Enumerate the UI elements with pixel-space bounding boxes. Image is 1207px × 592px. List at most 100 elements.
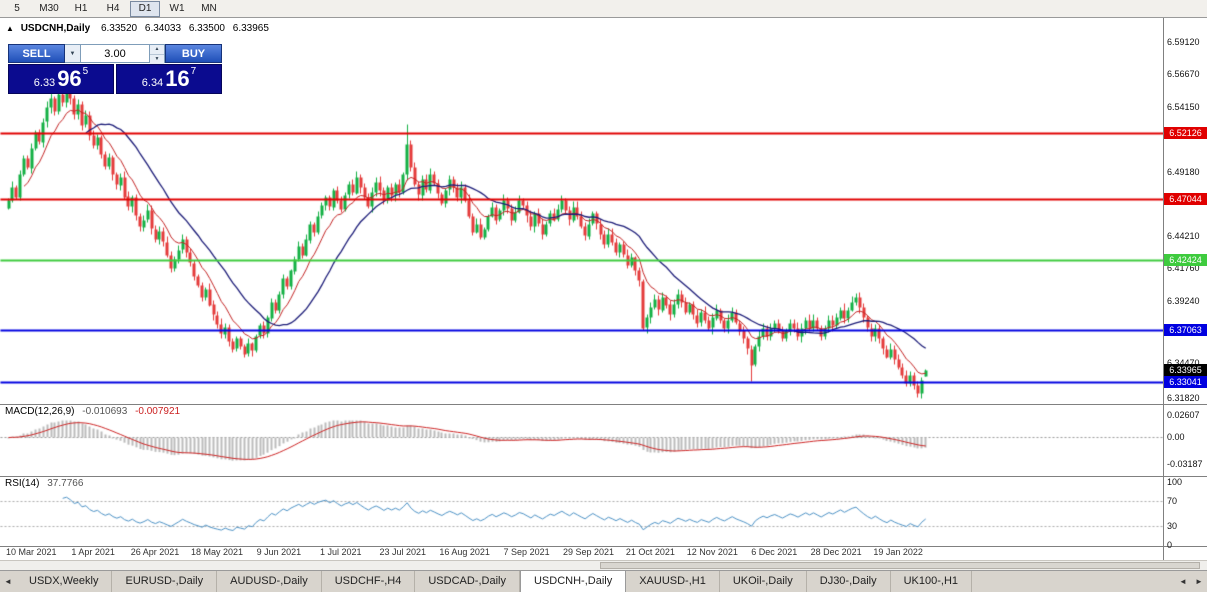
- chart-tab-xauusd-h1[interactable]: XAUUSD-,H1: [626, 571, 720, 592]
- price-level-badge: 6.52126: [1164, 127, 1207, 140]
- chart-tab-usdcnh-daily[interactable]: USDCNH-,Daily: [519, 571, 627, 592]
- volume-down-icon[interactable]: ▼: [150, 55, 164, 64]
- date-tick-label: 7 Sep 2021: [503, 547, 550, 557]
- tabs-scroll-prev-icon[interactable]: ◄: [1179, 577, 1187, 586]
- macd-axis-label: -0.03187: [1167, 458, 1203, 469]
- ohlc-high: 6.34033: [144, 23, 182, 34]
- chart-window: ▲ USDCNH,Daily 6.33520 6.34033 6.33500 6…: [0, 18, 1207, 560]
- chart-title: ▲ USDCNH,Daily 6.33520 6.34033 6.33500 6…: [6, 23, 274, 34]
- rsi-axis-label: 0: [1167, 540, 1173, 550]
- rsi-indicator-label: RSI(14) 37.7766: [5, 478, 83, 489]
- volume-dropdown-icon[interactable]: ▼: [65, 44, 81, 63]
- timeframe-button-h4[interactable]: H4: [106, 2, 120, 14]
- sell-price-sup: 5: [82, 66, 89, 77]
- chart-tab-audusd-daily[interactable]: AUDUSD-,Daily: [217, 571, 322, 592]
- tabs-scroll-left-icon[interactable]: ◄: [4, 577, 12, 586]
- timeframe-toolbar: 5 M30 H1 H4 D1 W1 MN: [0, 0, 1207, 18]
- tabs-spacer: [972, 571, 1175, 592]
- date-tick-label: 19 Jan 2022: [873, 547, 923, 557]
- date-tick-label: 23 Jul 2021: [379, 547, 426, 557]
- price-tick-label: 6.56670: [1167, 68, 1200, 79]
- timeframe-button-h1[interactable]: H1: [74, 2, 88, 14]
- price-tick-label: 6.34470: [1167, 358, 1200, 368]
- chart-horizontal-scrollbar[interactable]: [0, 560, 1207, 570]
- sell-price-small: 6.33: [33, 77, 56, 89]
- macd-axis-label: 0.02607: [1167, 409, 1200, 420]
- macd-indicator-label: MACD(12,26,9) -0.010693 -0.007921: [5, 406, 180, 417]
- price-tick-label: 6.49180: [1167, 166, 1200, 177]
- price-level-badge: 6.33041: [1164, 376, 1207, 389]
- price-tick-label: 6.31820: [1167, 392, 1200, 403]
- tabs-scroll-next-icon[interactable]: ►: [1195, 577, 1203, 586]
- sell-price-display[interactable]: 6.33 96 5: [8, 64, 114, 94]
- ohlc-low: 6.33500: [188, 23, 225, 34]
- rsi-name: RSI(14): [5, 478, 40, 489]
- timeframe-button-d1[interactable]: D1: [130, 0, 160, 17]
- chart-tab-usdchf-h4[interactable]: USDCHF-,H4: [321, 571, 416, 592]
- macd-name: MACD(12,26,9): [5, 406, 75, 417]
- chart-tab-dj30-daily[interactable]: DJ30-,Daily: [806, 571, 891, 592]
- ohlc-open: 6.33520: [100, 23, 138, 34]
- price-tick-label: 6.39240: [1167, 296, 1200, 307]
- macd-axis-label: 0.00: [1167, 432, 1185, 442]
- timeframe-button-5[interactable]: 5: [14, 2, 20, 14]
- date-tick-label: 18 May 2021: [190, 547, 243, 557]
- date-tick-label: 1 Apr 2021: [71, 547, 115, 557]
- chart-tab-usdcad-daily[interactable]: USDCAD-,Daily: [415, 571, 520, 592]
- chart-tabs-bar: ◄ USDX,Weekly EURUSD-,Daily AUDUSD-,Daily U…: [0, 570, 1207, 592]
- date-tick-label: 12 Nov 2021: [686, 547, 738, 557]
- chart-tab-ukoil-daily[interactable]: UKOil-,Daily: [719, 571, 807, 592]
- date-tick-label: 29 Sep 2021: [562, 547, 615, 557]
- chart-ohlc-values: 6.33520 6.34033 6.33500 6.33965: [101, 23, 274, 34]
- timeframe-button-mn[interactable]: MN: [201, 2, 217, 14]
- volume-input[interactable]: [81, 44, 150, 63]
- rsi-axis-label: 100: [1167, 477, 1183, 487]
- sell-price-big: 96: [57, 66, 82, 91]
- volume-stepper: ▲ ▼: [150, 44, 165, 64]
- tabs-container: USDX,Weekly EURUSD-,Daily AUDUSD-,Daily USD…: [16, 571, 973, 592]
- buy-button[interactable]: BUY: [165, 44, 222, 63]
- macd-value-signal: -0.007921: [135, 406, 181, 417]
- date-tick-label: 21 Oct 2021: [625, 547, 675, 557]
- price-chart-canvas[interactable]: [0, 18, 1163, 560]
- date-axis-divider: [0, 546, 1207, 547]
- date-tick-label: 16 Aug 2021: [439, 547, 490, 557]
- date-tick-label: 9 Jun 2021: [256, 547, 302, 557]
- timeframe-button-m30[interactable]: M30: [39, 2, 59, 14]
- chart-tab-eurusd-daily[interactable]: EURUSD-,Daily: [112, 571, 218, 592]
- rsi-axis-label: 30: [1167, 521, 1178, 532]
- rsi-pane-divider[interactable]: [0, 476, 1207, 477]
- buy-price-display[interactable]: 6.34 16 7: [116, 64, 222, 94]
- buy-price-big: 16: [165, 66, 190, 91]
- chart-symbol-label: USDCNH,Daily: [20, 23, 91, 34]
- price-tick-label: 6.41760: [1167, 263, 1200, 274]
- price-level-badge: 6.47044: [1164, 193, 1207, 206]
- one-click-trading-panel: SELL ▼ ▲ ▼ BUY 6.33 96 5 6.34 16 7: [8, 44, 222, 94]
- date-tick-label: 6 Dec 2021: [751, 547, 798, 557]
- buy-price-sup: 7: [190, 66, 197, 77]
- macd-value-main: -0.010693: [82, 406, 128, 417]
- scrollbar-thumb[interactable]: [600, 562, 1200, 569]
- date-tick-label: 28 Dec 2021: [810, 547, 862, 557]
- price-level-badge: 6.42424: [1164, 253, 1207, 266]
- timeframe-button-w1[interactable]: W1: [169, 2, 185, 14]
- collapse-one-click-icon[interactable]: ▲: [6, 24, 14, 33]
- sell-button[interactable]: SELL: [8, 44, 65, 63]
- buy-price-small: 6.34: [141, 77, 164, 89]
- price-tick-label: 6.44210: [1167, 231, 1200, 242]
- date-tick-label: 10 Mar 2021: [5, 547, 57, 557]
- price-tick-label: 6.59120: [1167, 37, 1200, 47]
- date-tick-label: 26 Apr 2021: [130, 547, 180, 557]
- price-axis: 6.591206.566706.541506.491806.469306.442…: [1163, 18, 1207, 560]
- ohlc-close: 6.33965: [232, 23, 269, 34]
- price-level-badge: 6.33965: [1164, 364, 1207, 377]
- date-tick-label: 1 Jul 2021: [320, 547, 362, 557]
- price-tick-label: 6.54150: [1167, 101, 1200, 112]
- chart-tab-usdx-weekly[interactable]: USDX,Weekly: [16, 571, 113, 592]
- macd-pane-divider[interactable]: [0, 404, 1207, 405]
- price-level-badge: 6.37063: [1164, 323, 1207, 336]
- volume-up-icon[interactable]: ▲: [150, 45, 164, 55]
- chart-tab-uk100-h1[interactable]: UK100-,H1: [890, 571, 973, 592]
- rsi-value: 37.7766: [47, 478, 84, 489]
